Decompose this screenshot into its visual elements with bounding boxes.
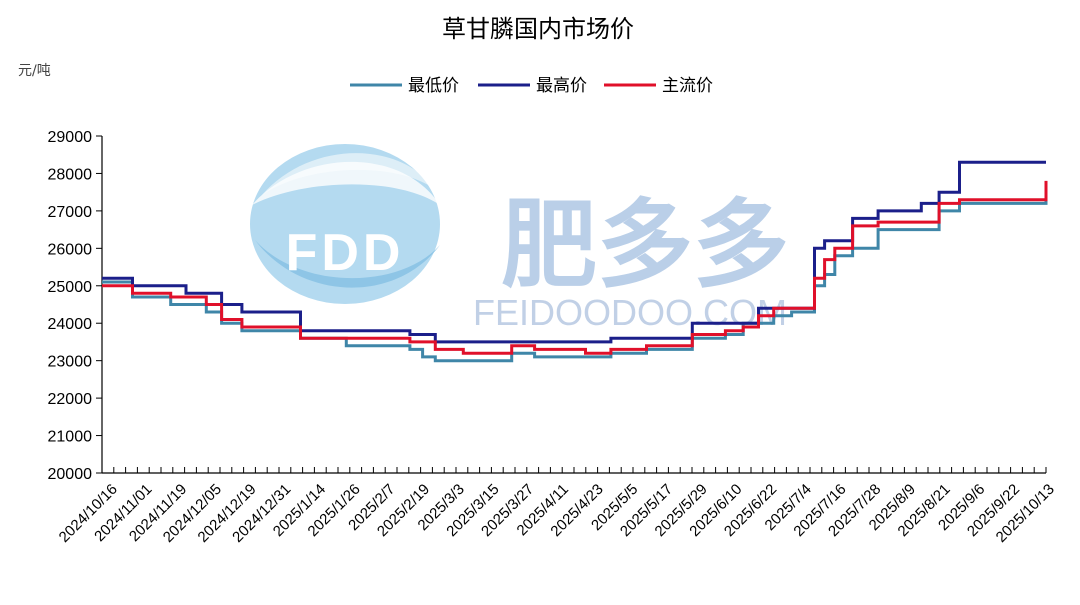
y-tick-label: 28000	[48, 166, 93, 183]
y-tick-label: 25000	[48, 279, 93, 296]
y-tick-label: 20000	[48, 466, 93, 483]
legend: 最低价 最高价 主流价	[350, 76, 713, 96]
y-tick-label: 27000	[48, 204, 93, 221]
brand-url-text: FEIDOODOO.COM	[473, 292, 787, 333]
chart-title: 草甘膦国内市场价	[442, 15, 634, 43]
y-tick-label: 23000	[48, 354, 93, 371]
fdd-logo-icon	[250, 144, 440, 304]
legend-label: 最低价	[408, 76, 459, 96]
y-unit-label: 元/吨	[18, 63, 51, 79]
legend-label: 主流价	[662, 76, 713, 96]
series-line-最低价	[102, 192, 1048, 363]
y-tick-label: 26000	[48, 241, 93, 258]
y-tick-label: 24000	[48, 316, 93, 333]
series-line-主流价	[102, 180, 1048, 355]
series-line-最高价	[102, 160, 1046, 344]
y-tick-label: 22000	[48, 391, 93, 408]
y-tick-label: 29000	[48, 129, 93, 146]
y-tick-label: 21000	[48, 429, 93, 446]
series-layer	[102, 160, 1048, 363]
legend-label: 最高价	[536, 76, 587, 96]
brand-name-text: 肥多多	[501, 189, 789, 301]
watermark: FDD 肥多多 FEIDOODOO.COM	[250, 144, 789, 333]
fdd-logo-text: FDD	[286, 224, 405, 282]
